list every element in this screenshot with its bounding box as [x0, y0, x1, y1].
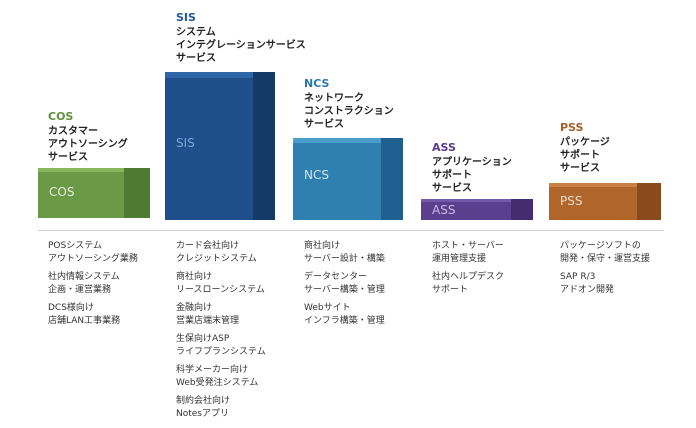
list-item: POSシステム アウトソーシング業務: [48, 241, 138, 264]
heading-line: パッケージ: [560, 137, 610, 148]
heading-line: コンストラクション: [304, 106, 394, 117]
heading-line: カスタマー: [48, 126, 98, 137]
block-label: PSS: [560, 194, 583, 208]
list-item: カード会社向け クレジットシステム: [176, 241, 257, 264]
segment-heading: ネットワーク コンストラクション サービス: [304, 92, 394, 131]
list-item: ホスト・サーバー 運用管理支援: [432, 241, 504, 264]
segment-items: ホスト・サーバー 運用管理支援 社内ヘルプデスク サポート: [432, 240, 504, 302]
segment-items: カード会社向け クレジットシステム 商社向け リースローンシステム 金融向け 営業店端…: [176, 240, 266, 426]
heading-line: サービス: [432, 183, 472, 194]
segment-heading: システム インテグレーションサービス サービス: [176, 26, 306, 65]
segment-code: ASS: [432, 141, 456, 154]
segment-heading: パッケージ サポート サービス: [560, 136, 610, 175]
list-item: 科学メーカー向け Web受発注システム: [176, 365, 259, 388]
heading-line: インテグレーションサービス: [176, 40, 306, 51]
segment-heading: アプリケーション サポート サービス: [432, 156, 512, 195]
list-item: SAP R/3 アドオン開発: [560, 272, 615, 295]
segment-block: PSS: [549, 183, 661, 220]
list-item: Webサイト インフラ構築・管理: [304, 303, 385, 326]
list-item: 制約会社向け Notesアプリ: [176, 396, 231, 419]
list-item: データセンター サーバー構築・管理: [304, 272, 385, 295]
heading-line: サポート: [560, 150, 600, 161]
segment-items: POSシステム アウトソーシング業務 社内情報システム 企画・運営業務 DCS様向け…: [48, 240, 138, 333]
heading-line: アプリケーション: [432, 157, 512, 168]
heading-line: サービス: [48, 152, 88, 163]
segment-block: NCS: [293, 138, 403, 220]
heading-line: アウトソーシング: [48, 139, 128, 150]
block-label: NCS: [304, 168, 329, 182]
segment-items: パッケージソフトの 開発・保守・運営支援 SAP R/3 アドオン開発: [560, 240, 650, 302]
block-label: SIS: [176, 136, 195, 150]
segment-items: 商社向け サーバー設計・構築 データセンター サーバー構築・管理 Webサイト インフ…: [304, 240, 385, 333]
heading-line: システム: [176, 27, 216, 38]
heading-line: サービス: [304, 119, 344, 130]
segment-code: PSS: [560, 121, 584, 134]
heading-line: サポート: [432, 170, 472, 181]
segment-block: SIS: [165, 72, 275, 220]
list-item: 金融向け 営業店端末管理: [176, 303, 240, 326]
segment-heading: カスタマー アウトソーシング サービス: [48, 125, 128, 164]
list-item: 商社向け サーバー設計・構築: [304, 241, 385, 264]
baseline-divider: [38, 230, 664, 231]
segment-code: SIS: [176, 11, 196, 24]
heading-line: サービス: [176, 53, 216, 64]
block-label: ASS: [432, 203, 456, 217]
heading-line: サービス: [560, 163, 600, 174]
list-item: 社内情報システム 企画・運営業務: [48, 272, 120, 295]
list-item: パッケージソフトの 開発・保守・運営支援: [560, 241, 651, 264]
segment-code: COS: [48, 110, 74, 123]
segment-block: ASS: [421, 199, 533, 220]
list-item: 生保向けASP ライフプランシステム: [176, 334, 266, 357]
list-item: 商社向け リースローンシステム: [176, 272, 265, 295]
list-item: DCS様向け 店舗LAN工事業務: [48, 303, 121, 326]
segment-block: COS: [38, 168, 150, 218]
list-item: 社内ヘルプデスク サポート: [432, 272, 505, 295]
heading-line: ネットワーク: [304, 93, 364, 104]
block-label: COS: [49, 185, 75, 199]
segment-code: NCS: [304, 77, 330, 90]
